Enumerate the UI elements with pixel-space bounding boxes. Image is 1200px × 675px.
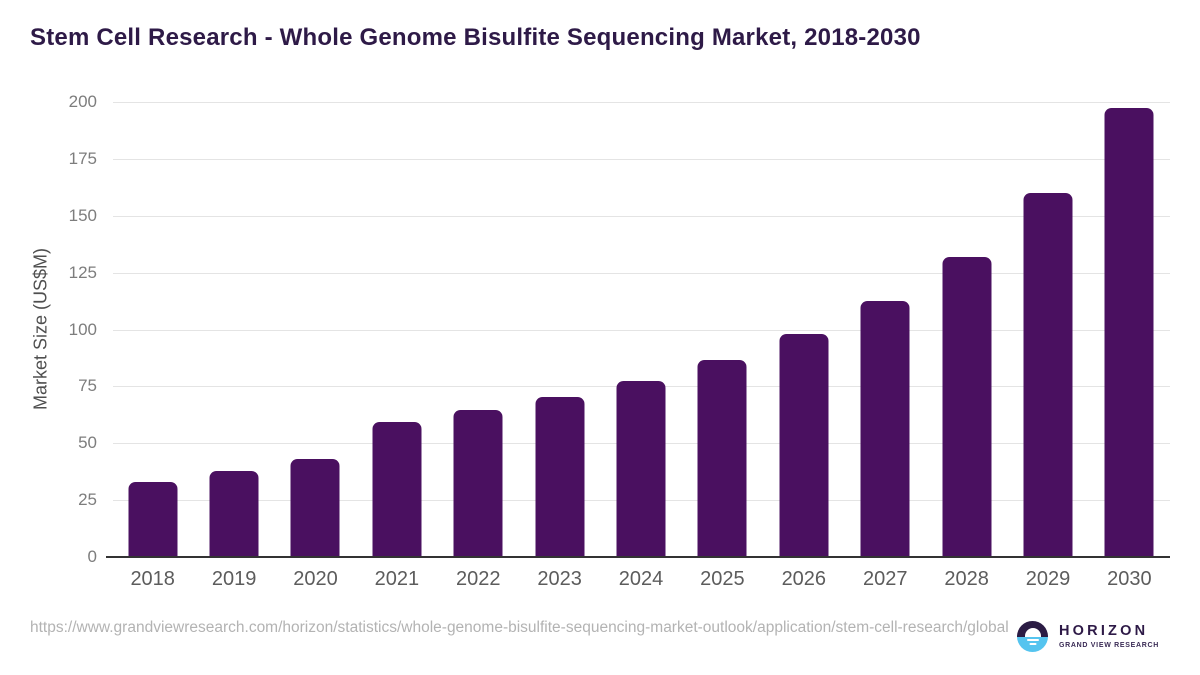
bar-slot-2025 — [682, 102, 763, 557]
bar-slot-2019 — [193, 102, 274, 557]
bar-2020[interactable] — [290, 459, 340, 557]
sun-icon — [1024, 628, 1041, 637]
bar-slot-2029 — [1007, 102, 1088, 557]
x-tick-label-2026: 2026 — [781, 568, 827, 590]
gridline-150 — [113, 215, 1170, 217]
bar-2027[interactable] — [860, 301, 910, 557]
y-tick-label-0: 0 — [87, 547, 97, 566]
x-axis-labels: 2018 2019 2020 2021 2022 2023 2024 2025 2026 2027… — [112, 568, 1170, 591]
plot-area — [106, 102, 1170, 558]
x-tick-label-2022: 2022 — [456, 568, 501, 590]
bar-slot-2028 — [926, 102, 1007, 557]
bar-slot-2030 — [1089, 102, 1170, 557]
bar-slot-2020 — [275, 102, 356, 557]
y-tick-label-175: 175 — [68, 148, 97, 168]
x-tick-label-2021: 2021 — [374, 568, 420, 590]
x-tick-label-2028: 2028 — [944, 568, 989, 590]
logo-text: HORIZON GRAND VIEW RESEARCH — [1059, 624, 1159, 649]
logo-brand: HORIZON — [1059, 623, 1149, 639]
sun-reflection-line — [1029, 643, 1036, 645]
x-tick-label-2027: 2027 — [862, 568, 908, 590]
y-tick-label-200: 200 — [68, 92, 97, 111]
bar-2022[interactable] — [453, 410, 503, 557]
gridline-125 — [113, 272, 1170, 274]
logo-subtitle: GRAND VIEW RESEARCH — [1059, 642, 1160, 649]
gridline-175 — [113, 158, 1170, 160]
bar-slot-2026 — [763, 102, 844, 557]
x-tick-label-2024: 2024 — [618, 568, 664, 590]
y-tick-label-25: 25 — [78, 490, 97, 510]
y-tick-label-125: 125 — [68, 262, 97, 282]
x-axis-line — [106, 556, 1170, 558]
bar-2021[interactable] — [372, 421, 422, 557]
x-tick-label-2030: 2030 — [1107, 568, 1152, 590]
bar-slot-2024 — [600, 102, 681, 557]
bar-slot-2022 — [438, 102, 519, 557]
bar-2029[interactable] — [1023, 193, 1073, 557]
bar-series — [112, 102, 1170, 557]
source-url: https://www.grandviewresearch.com/horizo… — [30, 619, 1009, 636]
bar-2028[interactable] — [942, 256, 992, 557]
bar-2026[interactable] — [779, 334, 829, 557]
gridline-100 — [113, 329, 1170, 331]
bar-2023[interactable] — [535, 396, 585, 557]
bar-2024[interactable] — [616, 380, 666, 557]
x-tick-label-2029: 2029 — [1025, 568, 1071, 590]
chart-title: Stem Cell Research - Whole Genome Bisulf… — [30, 24, 921, 51]
bar-2019[interactable] — [209, 470, 259, 557]
bar-2025[interactable] — [697, 360, 747, 557]
bar-slot-2027 — [845, 102, 926, 557]
y-axis-tick-labels: 0 25 50 75 100 125 150 175 200 — [30, 92, 97, 566]
x-tick-label-2018: 2018 — [130, 568, 175, 590]
sun-reflection-line — [1026, 639, 1039, 641]
bar-slot-2023 — [519, 102, 600, 557]
y-tick-label-150: 150 — [68, 205, 97, 225]
y-tick-label-50: 50 — [78, 433, 97, 453]
bar-slot-2018 — [112, 102, 193, 557]
gridline-200 — [113, 102, 1170, 103]
horizon-logo: HORIZON GRAND VIEW RESEARCH — [1017, 621, 1159, 652]
x-tick-label-2025: 2025 — [700, 568, 745, 590]
bar-slot-2021 — [356, 102, 437, 557]
horizon-sun-icon — [1017, 621, 1048, 652]
x-tick-label-2019: 2019 — [211, 568, 257, 590]
x-tick-label-2020: 2020 — [293, 568, 338, 590]
y-tick-label-75: 75 — [78, 376, 97, 396]
bar-2030[interactable] — [1104, 107, 1154, 557]
y-tick-label-100: 100 — [68, 319, 97, 339]
bar-2018[interactable] — [128, 481, 178, 557]
x-tick-label-2023: 2023 — [537, 568, 582, 590]
